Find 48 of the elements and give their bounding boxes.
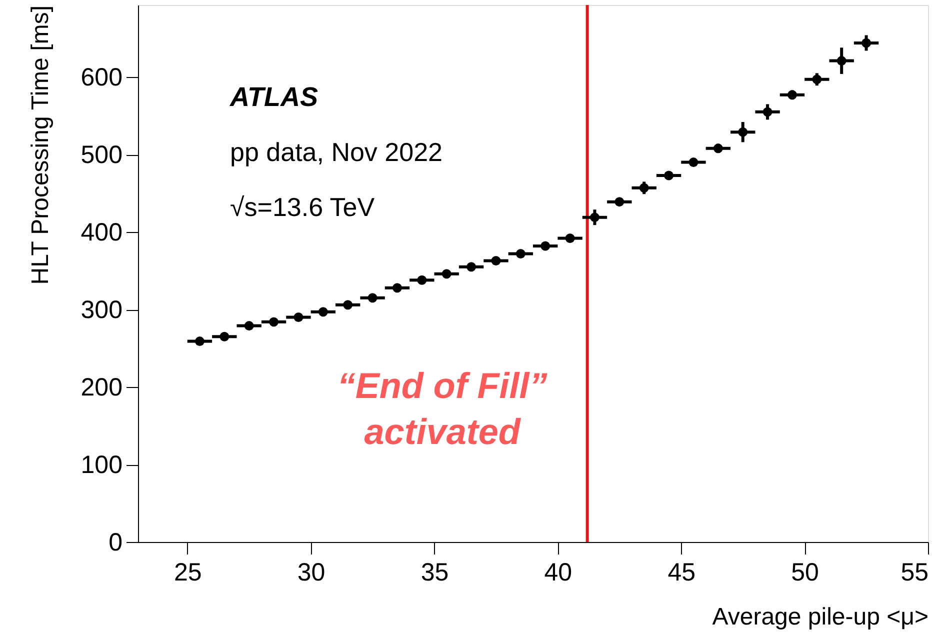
point bbox=[516, 249, 526, 258]
point bbox=[442, 269, 452, 279]
point bbox=[392, 283, 402, 293]
ref-line-label: “End of Fill” activated bbox=[337, 365, 548, 452]
point bbox=[639, 183, 649, 193]
point bbox=[664, 170, 674, 180]
point bbox=[417, 275, 427, 285]
point bbox=[713, 144, 723, 154]
point bbox=[614, 197, 624, 207]
point bbox=[343, 300, 353, 310]
annotation: ATLAS bbox=[229, 82, 318, 112]
point bbox=[862, 38, 872, 48]
y-tick-label: 0 bbox=[108, 528, 122, 556]
x-axis-title: Average pile-up <μ> bbox=[712, 604, 928, 630]
annotation: √s=13.6 TeV bbox=[230, 192, 376, 222]
y-tick-label: 600 bbox=[80, 64, 122, 92]
y-axis-title: HLT Processing Time [ms] bbox=[26, 6, 54, 285]
x-tick-label: 45 bbox=[668, 558, 696, 586]
point bbox=[540, 241, 550, 251]
y-tick-label: 200 bbox=[80, 374, 122, 402]
point bbox=[491, 256, 501, 266]
x-tick-label: 50 bbox=[791, 558, 819, 586]
point bbox=[565, 234, 575, 243]
point bbox=[368, 293, 378, 303]
point bbox=[294, 312, 304, 322]
x-tick-label: 30 bbox=[297, 558, 326, 586]
point bbox=[466, 262, 476, 272]
point bbox=[318, 307, 328, 317]
y-tick-label: 100 bbox=[80, 451, 122, 480]
x-tick-label: 25 bbox=[174, 558, 202, 586]
point bbox=[244, 321, 254, 331]
point bbox=[738, 127, 748, 137]
annotation: pp data, Nov 2022 bbox=[230, 137, 442, 167]
point bbox=[220, 332, 230, 342]
y-tick-label: 300 bbox=[80, 296, 122, 324]
x-tick-label: 35 bbox=[420, 558, 449, 586]
point bbox=[762, 107, 772, 117]
point bbox=[812, 74, 822, 84]
x-tick-label: 40 bbox=[544, 558, 572, 586]
point bbox=[787, 90, 797, 100]
point bbox=[836, 56, 846, 66]
x-tick-label: 55 bbox=[900, 558, 928, 586]
y-tick-label: 500 bbox=[80, 141, 122, 170]
point bbox=[688, 158, 698, 168]
point bbox=[590, 212, 600, 222]
point bbox=[269, 317, 279, 327]
y-tick-label: 400 bbox=[80, 218, 122, 247]
point bbox=[194, 336, 204, 346]
